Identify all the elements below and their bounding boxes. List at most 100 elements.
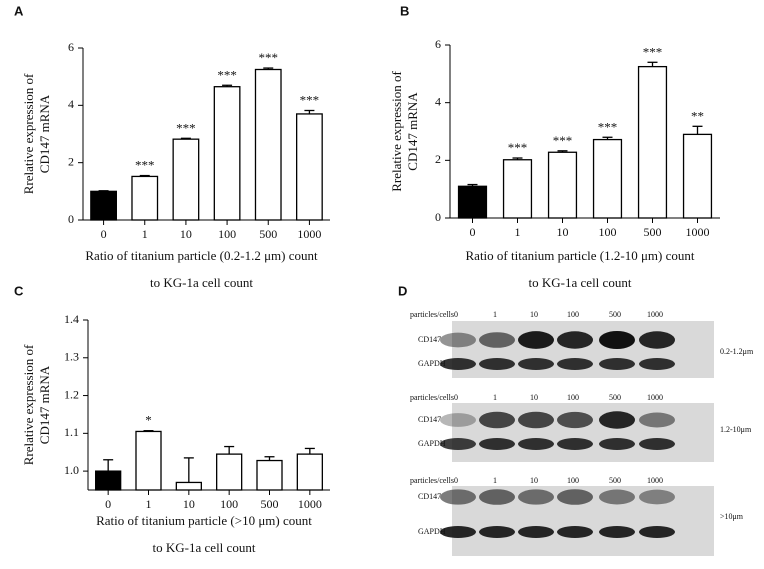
y-axis-label: CD147 mRNA [37, 94, 52, 173]
blot-band [557, 358, 593, 370]
blot-column: 100 [567, 393, 579, 402]
blot-band [557, 438, 593, 450]
y-tick-label: 2 [68, 154, 74, 168]
blot-band [639, 358, 675, 370]
error-bar [692, 125, 703, 135]
error-bar [103, 459, 114, 472]
error-bar [180, 137, 191, 140]
blot-band [518, 489, 554, 505]
blot-column: 10 [530, 310, 538, 319]
blot-band [639, 412, 675, 428]
significance: *** [553, 133, 573, 148]
bar [502, 159, 533, 219]
x-axis-label: Ratio of titanium particle (1.2-10 μm) c… [466, 248, 695, 263]
blot-band [440, 526, 476, 538]
significance: *** [598, 119, 618, 134]
blot-band [440, 413, 476, 427]
blot-column: 500 [609, 393, 621, 402]
blot-column: 100 [567, 310, 579, 319]
y-tick-label: 4 [435, 94, 441, 108]
bar [296, 453, 323, 491]
blot-row-label: GAPDH [418, 527, 446, 536]
x-tick-label: 100 [220, 497, 238, 511]
significance: *** [300, 92, 320, 107]
blot-column: 10 [530, 476, 538, 485]
bar [682, 133, 713, 219]
blot-column: 0 [454, 310, 458, 319]
y-tick-label: 1.0 [64, 463, 79, 477]
blot-header: particles/cells [410, 393, 454, 402]
bar [175, 481, 202, 491]
x-tick-label: 1 [142, 227, 148, 241]
blot-band [639, 526, 675, 538]
error-bar [263, 67, 274, 70]
x-axis-label: to KG-1a cell count [529, 275, 632, 290]
error-bar [304, 447, 315, 455]
blot-band [639, 438, 675, 450]
bar [135, 430, 162, 491]
blot-band [557, 411, 593, 429]
blot-size-label: 0.2-1.2μm [720, 347, 754, 356]
blot-band [440, 489, 476, 505]
error-bar [98, 190, 109, 192]
x-tick-label: 0 [105, 497, 111, 511]
x-tick-label: 1 [515, 225, 521, 239]
blot-column: 0 [454, 476, 458, 485]
blot-band [518, 331, 554, 349]
bar [90, 190, 117, 221]
significance: *** [135, 158, 155, 173]
y-tick-label: 1.3 [64, 350, 79, 364]
y-tick-label: 2 [435, 152, 441, 166]
y-axis-label: Rrelative expression of [21, 344, 36, 465]
significance: ** [691, 108, 704, 123]
blot-band [479, 489, 515, 505]
panel-label: B [400, 3, 409, 18]
bar [131, 175, 159, 221]
blot-column: 100 [567, 476, 579, 485]
error-bar [467, 183, 478, 187]
y-axis-label: Rrelative expression of [21, 73, 36, 194]
x-tick-label: 500 [261, 497, 279, 511]
blot-band [479, 438, 515, 450]
bar [592, 138, 623, 219]
blot-row-label: GAPDH [418, 359, 446, 368]
blot-row-label: CD147 [418, 415, 441, 424]
y-tick-label: 1.2 [64, 387, 79, 401]
blot-band [479, 332, 515, 348]
significance: *** [176, 120, 196, 135]
error-bar [304, 109, 315, 114]
bar [547, 151, 578, 219]
blot-band [599, 358, 635, 370]
x-tick-label: 100 [218, 227, 236, 241]
blot-band [599, 331, 635, 349]
blot-row-label: CD147 [418, 492, 441, 501]
error-bar [264, 456, 275, 461]
bar [256, 459, 283, 491]
x-tick-label: 1000 [686, 225, 710, 239]
error-bar [647, 61, 658, 67]
x-tick-label: 10 [183, 497, 195, 511]
x-tick-label: 1000 [297, 227, 321, 241]
blot-band [518, 358, 554, 370]
error-bar [139, 174, 150, 177]
error-bar [224, 445, 235, 455]
bar [95, 470, 122, 491]
panel-label: A [14, 3, 24, 18]
bar [213, 86, 241, 221]
blot-row-label: CD147 [418, 335, 441, 344]
blot-band [440, 358, 476, 370]
bar [457, 185, 488, 219]
blot-membrane [452, 403, 714, 462]
y-axis-label: CD147 mRNA [405, 92, 420, 171]
blot-band [599, 489, 635, 505]
blot-column: 10 [530, 393, 538, 402]
y-tick-label: 4 [68, 97, 74, 111]
error-bar [222, 84, 233, 87]
blot-band [599, 526, 635, 538]
x-tick-label: 0 [101, 227, 107, 241]
blot-band [557, 489, 593, 505]
significance: * [145, 413, 152, 428]
bar [172, 138, 200, 221]
error-bar [602, 136, 613, 140]
